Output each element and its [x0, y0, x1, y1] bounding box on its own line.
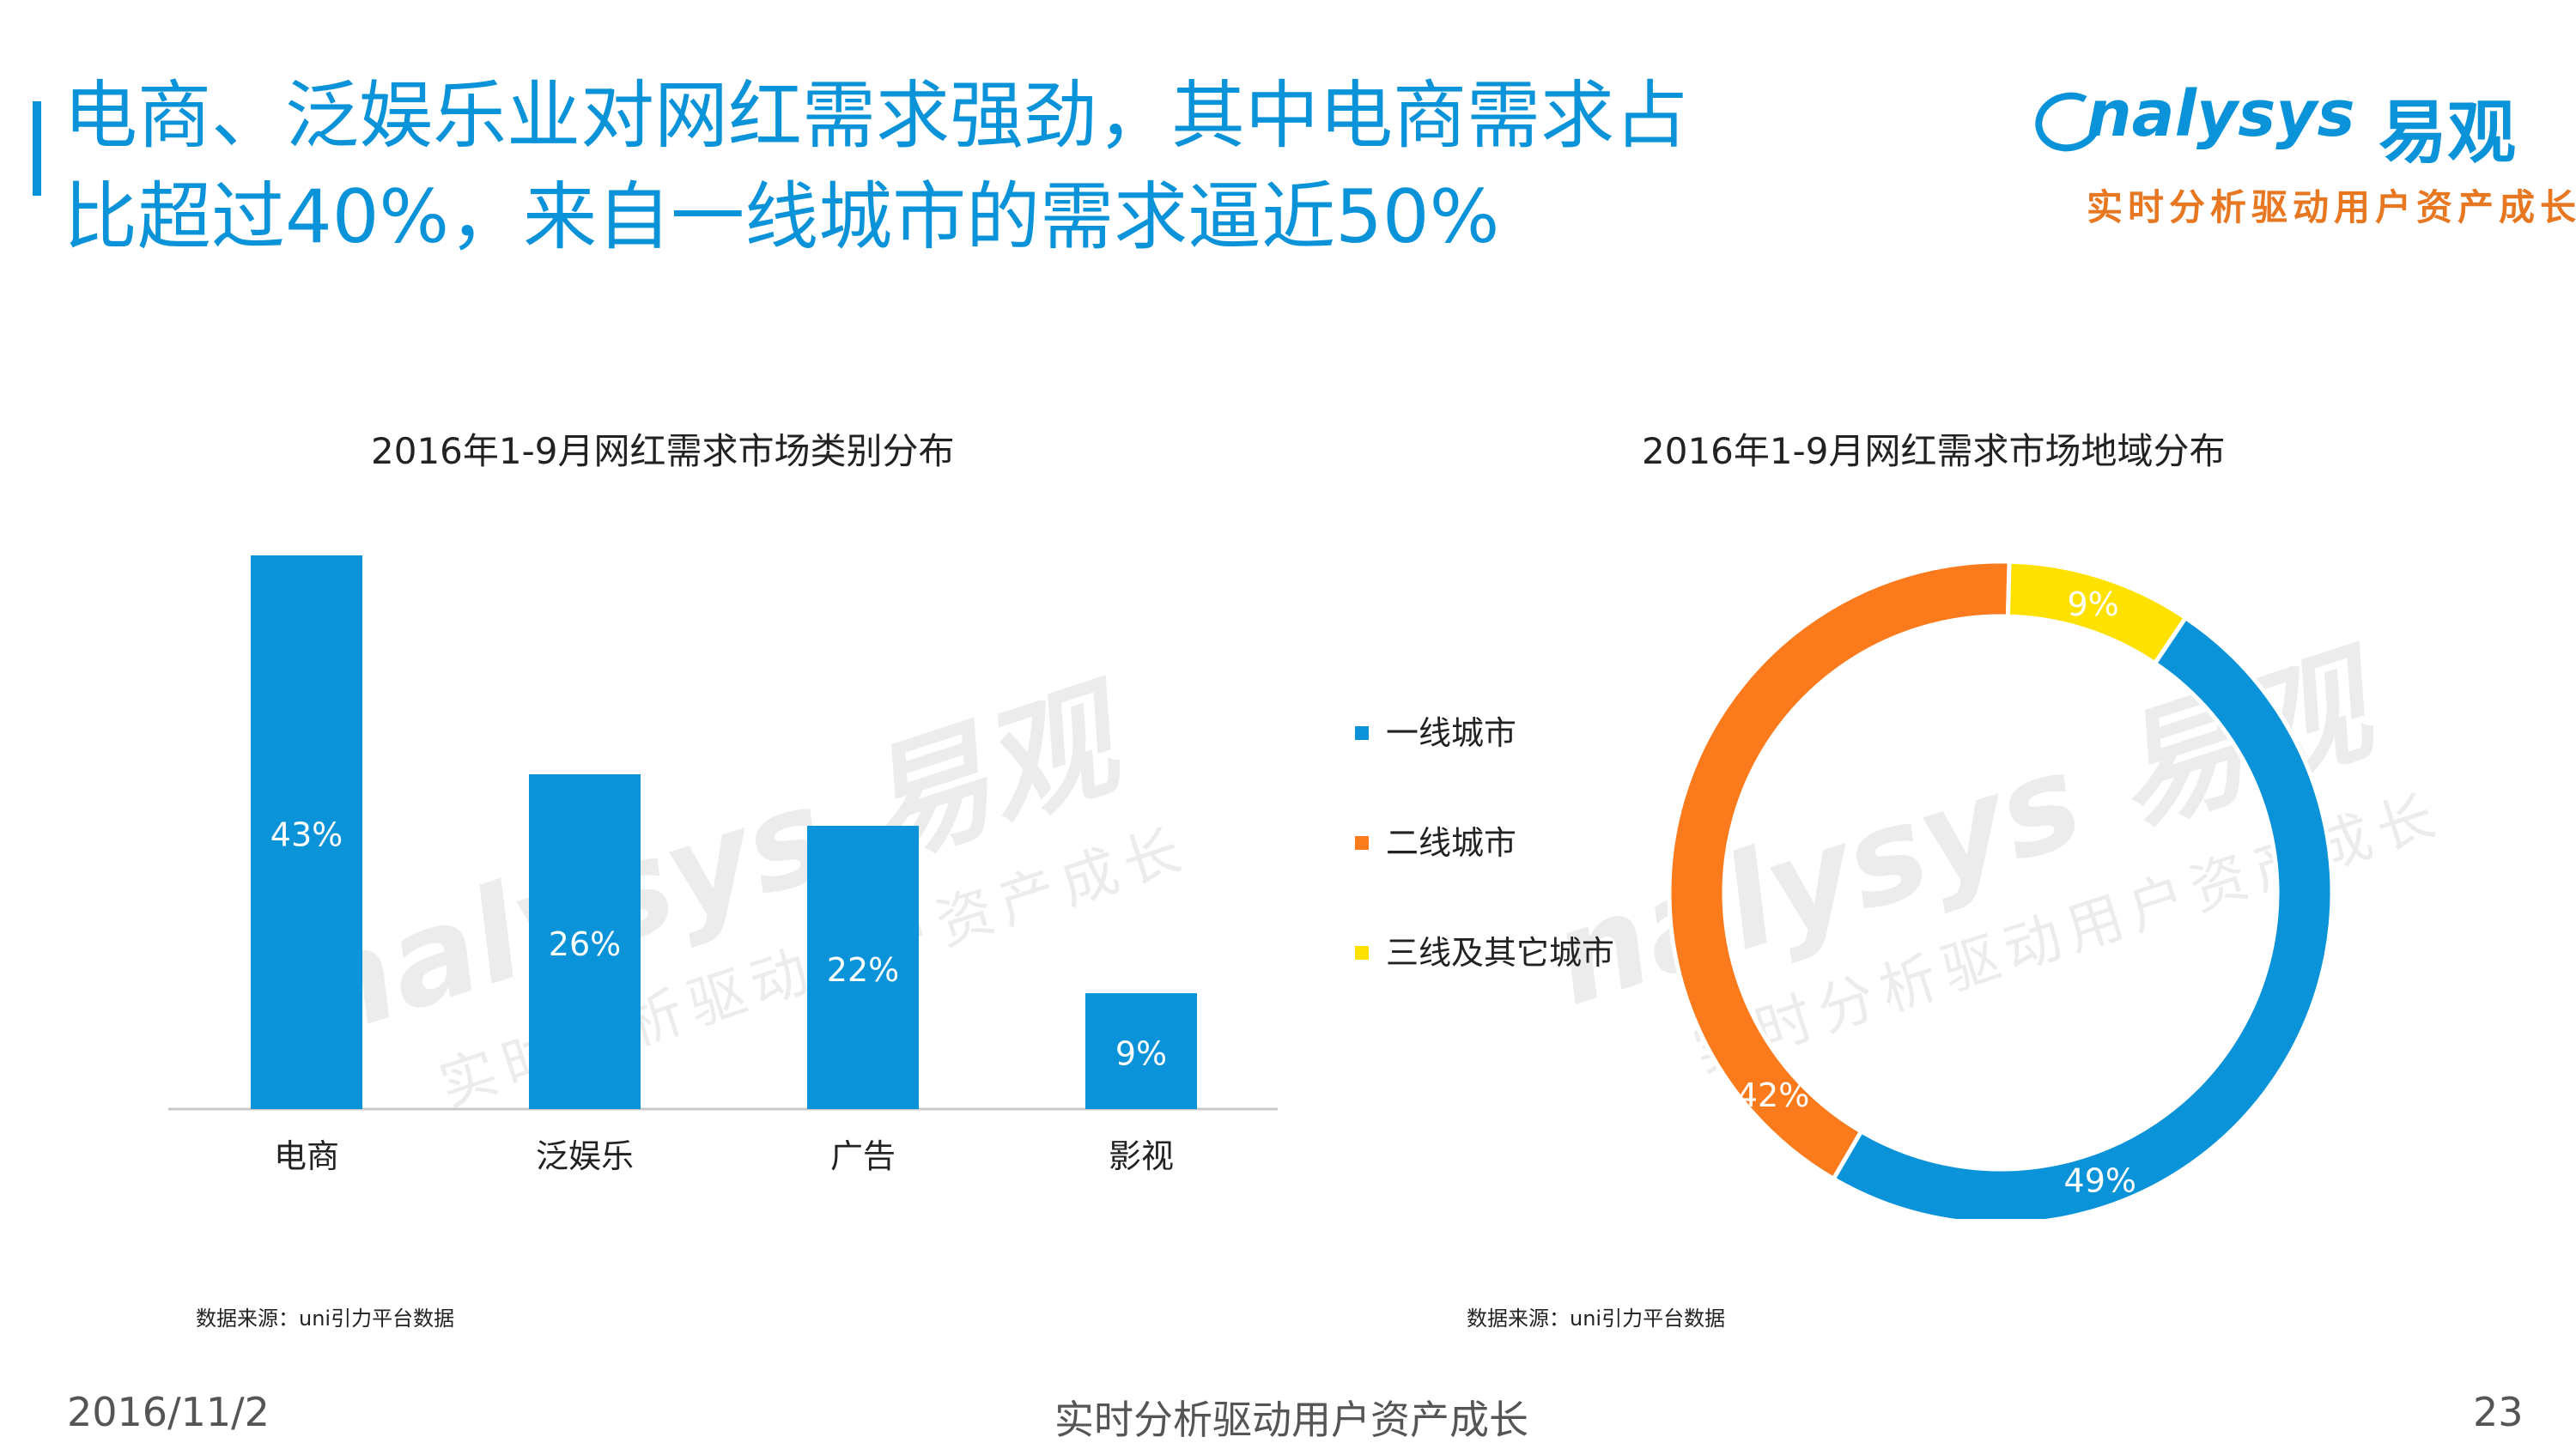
bar-1 — [529, 774, 641, 1109]
page-title-line-1: 电商、泛娱乐业对网红需求强劲，其中电商需求占 — [64, 73, 1688, 159]
legend-swatch-tier3 — [1355, 945, 1369, 960]
bar-data-label-0: 43% — [270, 816, 343, 854]
donut-data-label-1: 42% — [1737, 1076, 1809, 1114]
bar-chart-source: 数据来源：uni引力平台数据 — [196, 1307, 455, 1331]
bar-3 — [1085, 993, 1197, 1109]
legend-label-tier1: 一线城市 — [1386, 714, 1517, 752]
donut-data-label-0: 49% — [2064, 1162, 2136, 1200]
legend-item-tier3: 三线及其它城市 — [1355, 932, 1614, 1042]
donut-legend: 一线城市 二线城市 三线及其它城市 — [1355, 712, 1614, 1042]
donut-slice-2 — [2005, 559, 2189, 667]
bar-2 — [807, 826, 919, 1109]
analysys-logo: nalysys 易观 实时分析驱动用户资产成长 — [2028, 77, 2576, 232]
legend-label-tier3: 三线及其它城市 — [1386, 934, 1615, 972]
x-tick-label-3: 影视 — [1109, 1137, 1174, 1175]
donut-chart-source: 数据来源：uni引力平台数据 — [1467, 1307, 1726, 1331]
bar-chart-title: 2016年1-9月网红需求市场类别分布 — [371, 430, 955, 472]
x-tick-label-2: 广告 — [830, 1137, 896, 1175]
bar-data-label-1: 26% — [549, 925, 621, 963]
donut-chart-title: 2016年1-9月网红需求市场地域分布 — [1642, 430, 2226, 472]
footer-slogan: 实时分析驱动用户资产成长 — [1054, 1397, 1528, 1443]
bar-data-label-2: 22% — [827, 951, 899, 989]
bar-data-label-3: 9% — [1115, 1035, 1167, 1073]
footer-page-number: 23 — [2473, 1389, 2524, 1435]
logo-brand-cn: 易观 — [2379, 93, 2516, 173]
page-title-line-2: 比超过40%，来自一线城市的需求逼近50% — [64, 174, 1500, 260]
donut-slice-1 — [1667, 559, 2012, 1182]
legend-item-tier2: 二线城市 — [1355, 822, 1614, 932]
page-title: 电商、泛娱乐业对网红需求强劲，其中电商需求占 比超过40%，来自一线城市的需求逼… — [64, 65, 1918, 268]
logo-tagline: 实时分析驱动用户资产成长 — [2087, 186, 2576, 228]
legend-item-tier1: 一线城市 — [1355, 712, 1614, 822]
logo-wordmark: nalysys — [2087, 77, 2355, 151]
x-tick-label-1: 泛娱乐 — [536, 1137, 634, 1175]
donut-chart: 49% 42% 9% — [1667, 559, 2335, 1219]
bar-chart: 43% 电商 26% 泛娱乐 22% 广告 9% 影视 — [168, 555, 1278, 1175]
footer-date: 2016/11/2 — [67, 1389, 270, 1435]
legend-swatch-tier2 — [1355, 835, 1369, 850]
x-tick-label-0: 电商 — [274, 1137, 339, 1175]
legend-swatch-tier1 — [1355, 725, 1369, 740]
bar-0 — [251, 555, 362, 1109]
donut-data-label-2: 9% — [2067, 585, 2118, 623]
legend-label-tier2: 二线城市 — [1386, 824, 1517, 862]
donut-slice-0 — [1830, 615, 2335, 1219]
title-accent-bar — [33, 101, 41, 196]
